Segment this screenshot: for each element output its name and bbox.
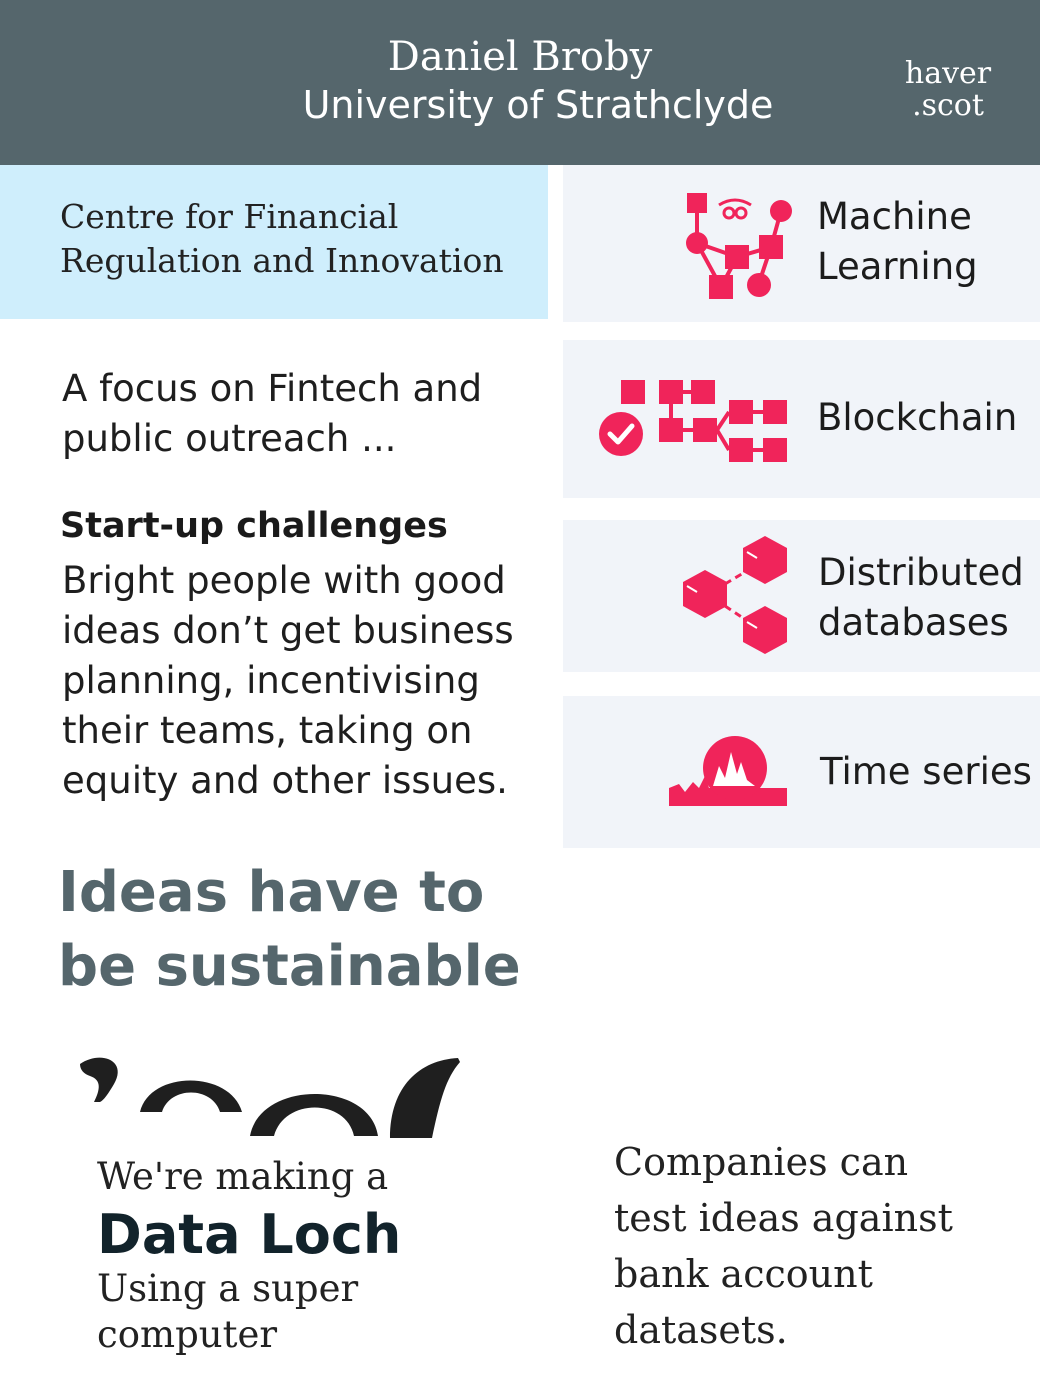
challenges-line: Bright people with good xyxy=(62,559,506,602)
challenges-line: their teams, taking on xyxy=(62,709,473,752)
topic-label-line-1: Machine xyxy=(817,195,972,238)
companies-text: Companies can test ideas against bank ac… xyxy=(614,1134,1034,1358)
companies-line: test ideas against xyxy=(614,1196,953,1240)
focus-line-2: public outreach ... xyxy=(62,417,397,460)
header-banner: Daniel Broby University of Strathclyde h… xyxy=(0,0,1040,165)
ideas-headline: Ideas have to be sustainable xyxy=(58,856,558,1004)
time-series-icon xyxy=(669,736,787,806)
companies-line: Companies can xyxy=(614,1140,909,1184)
logo-line-1: haver xyxy=(904,56,992,91)
topic-label-distributed-databases: Distributed databases xyxy=(818,548,1024,648)
topic-label-blockchain: Blockchain xyxy=(817,396,1018,439)
topic-panel-distributed-databases: Distributed databases xyxy=(563,520,1040,672)
haver-scot-logo[interactable]: haver .scot xyxy=(880,58,1016,122)
data-loch-line-1: Using a super xyxy=(97,1267,359,1310)
loch-monster-icon xyxy=(80,1057,460,1138)
companies-line: datasets. xyxy=(614,1308,788,1352)
data-loch-description: Using a super computer xyxy=(97,1266,497,1358)
focus-text: A focus on Fintech and public outreach .… xyxy=(62,364,542,464)
topic-label-line-1: Distributed xyxy=(818,551,1024,594)
ideas-line-2: be sustainable xyxy=(58,934,521,999)
data-loch-title: Data Loch xyxy=(97,1203,402,1266)
challenges-line: ideas don’t get business xyxy=(62,609,514,652)
university-name: University of Strathclyde xyxy=(302,83,774,127)
network-graph-icon xyxy=(686,193,792,299)
centre-title: Centre for Financial Regulation and Inno… xyxy=(60,195,540,283)
logo-line-2: .scot xyxy=(912,88,984,123)
companies-line: bank account xyxy=(614,1252,873,1296)
blockchain-icon xyxy=(599,380,787,462)
data-loch-line-2: computer xyxy=(97,1313,278,1356)
challenges-line: planning, incentivising xyxy=(62,659,480,702)
focus-line-1: A focus on Fintech and xyxy=(62,367,483,410)
topic-panel-machine-learning: Machine Learning xyxy=(563,165,1040,322)
challenges-title: Start-up challenges xyxy=(60,506,448,546)
centre-title-line-1: Centre for Financial xyxy=(60,197,399,236)
topic-label-line-2: databases xyxy=(818,601,1009,644)
topic-panel-time-series: Time series xyxy=(563,696,1040,848)
challenges-line: equity and other issues. xyxy=(62,759,508,802)
topic-panel-blockchain: Blockchain xyxy=(563,340,1040,498)
challenges-body: Bright people with good ideas don’t get … xyxy=(62,556,542,806)
centre-title-line-2: Regulation and Innovation xyxy=(60,241,504,280)
speaker-name: Daniel Broby xyxy=(387,34,653,80)
ideas-line-1: Ideas have to xyxy=(58,860,485,925)
topic-label-time-series: Time series xyxy=(820,750,1032,793)
centre-box: Centre for Financial Regulation and Inno… xyxy=(0,165,548,319)
data-loch-intro: We're making a xyxy=(97,1155,389,1198)
cubes-icon xyxy=(683,536,787,654)
topic-label-machine-learning: Machine Learning xyxy=(817,192,978,292)
topic-label-line-2: Learning xyxy=(817,245,978,288)
